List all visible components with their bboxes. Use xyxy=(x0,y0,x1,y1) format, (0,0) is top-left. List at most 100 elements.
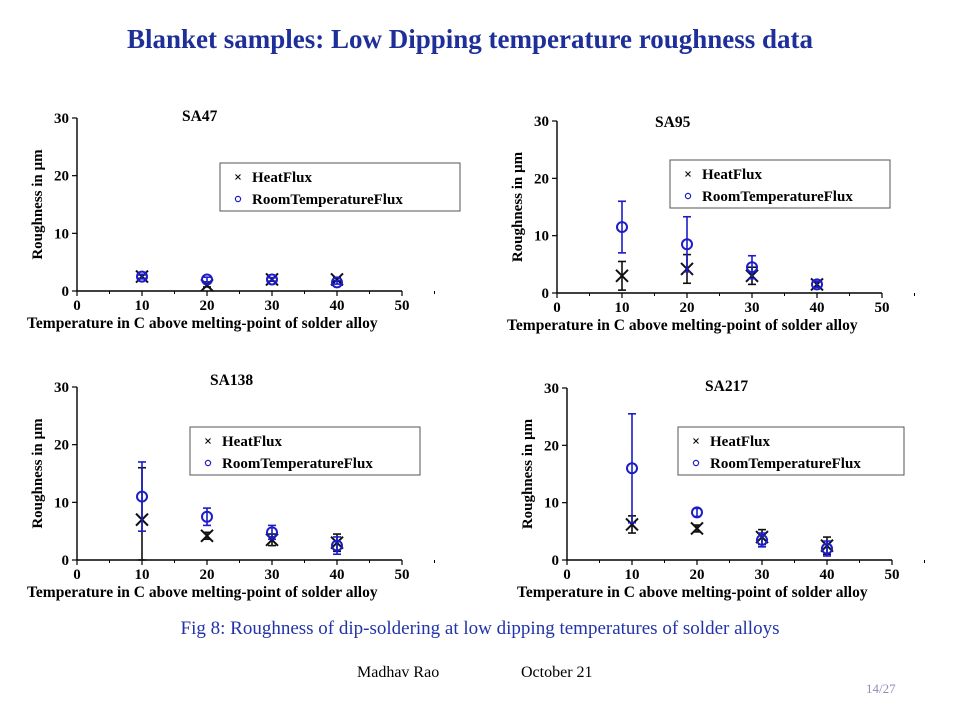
data-point-roomtemperatureflux xyxy=(626,462,638,475)
data-point-roomtemperatureflux xyxy=(331,276,343,289)
x-axis-label: Temperature in C above melting-point of … xyxy=(27,315,378,332)
legend-box xyxy=(219,162,461,212)
data-point-roomtemperatureflux xyxy=(136,270,148,283)
x-tick-label: 50 xyxy=(395,567,410,583)
data-point-roomtemperatureflux xyxy=(136,490,148,503)
x-tick-label: 30 xyxy=(745,300,760,316)
x-tick-label: 10 xyxy=(135,567,150,583)
data-point-heatflux xyxy=(200,529,214,543)
x-tick-label: 0 xyxy=(563,567,571,583)
data-point-roomtemperatureflux xyxy=(756,533,768,546)
data-point-roomtemperatureflux xyxy=(266,273,278,286)
chart-title: SA138 xyxy=(210,372,253,389)
x-tick-label: 10 xyxy=(135,298,150,314)
y-tick-label: 0 xyxy=(542,286,550,302)
data-point-roomtemperatureflux xyxy=(331,539,343,552)
legend-box xyxy=(677,426,905,476)
x-tick-label: 20 xyxy=(690,567,705,583)
data-point-roomtemperatureflux xyxy=(691,506,703,519)
legend-label: RoomTemperatureFlux xyxy=(222,456,373,472)
y-tick-label: 0 xyxy=(552,553,560,569)
legend-marker-roomtemperatureflux xyxy=(692,459,700,467)
y-tick-label: 30 xyxy=(534,114,549,130)
legend-label: HeatFlux xyxy=(222,434,282,450)
x-tick-label: 40 xyxy=(330,567,345,583)
x-axis-label: Temperature in C above melting-point of … xyxy=(507,317,858,334)
x-tick-label: 50 xyxy=(885,567,900,583)
x-tick-label: 20 xyxy=(200,567,215,583)
data-point-heatflux xyxy=(615,269,629,283)
x-tick-label: 10 xyxy=(625,567,640,583)
x-tick-label: 40 xyxy=(810,300,825,316)
legend-marker-roomtemperatureflux xyxy=(684,192,692,200)
x-tick-label: 0 xyxy=(553,300,561,316)
y-tick-label: 20 xyxy=(544,438,559,454)
data-point-roomtemperatureflux xyxy=(201,273,213,286)
legend-label: HeatFlux xyxy=(710,434,770,450)
slide-title: Blanket samples: Low Dipping temperature… xyxy=(126,24,814,54)
x-tick-label: 30 xyxy=(265,567,280,583)
legend-marker-heatflux xyxy=(205,438,211,444)
data-point-roomtemperatureflux xyxy=(616,221,628,234)
chart-title: SA47 xyxy=(182,108,218,125)
legend-marker-heatflux xyxy=(235,174,241,180)
x-tick-label: 50 xyxy=(395,298,410,314)
legend-label: RoomTemperatureFlux xyxy=(252,192,403,208)
legend-marker-roomtemperatureflux xyxy=(204,459,212,467)
y-axis-label: Roughness in µm xyxy=(30,418,46,529)
x-tick-label: 30 xyxy=(265,298,280,314)
legend-marker-roomtemperatureflux xyxy=(234,195,242,203)
data-point-roomtemperatureflux xyxy=(201,510,213,523)
x-tick-label: 0 xyxy=(73,567,81,583)
data-point-roomtemperatureflux xyxy=(681,238,693,251)
y-tick-label: 0 xyxy=(62,284,70,300)
legend-marker-heatflux xyxy=(685,171,691,177)
x-tick-label: 10 xyxy=(615,300,630,316)
x-tick-label: 50 xyxy=(875,300,890,316)
x-tick-label: 20 xyxy=(680,300,695,316)
page-number: 14/27 xyxy=(866,681,896,696)
chart-title: SA217 xyxy=(705,378,748,395)
x-tick-label: 0 xyxy=(73,298,81,314)
y-tick-label: 10 xyxy=(544,496,559,512)
x-tick-label: 20 xyxy=(200,298,215,314)
legend-box xyxy=(189,426,421,476)
data-point-roomtemperatureflux xyxy=(746,261,758,274)
legend-label: HeatFlux xyxy=(252,170,312,186)
data-point-roomtemperatureflux xyxy=(811,278,823,291)
legend-label: RoomTemperatureFlux xyxy=(702,189,853,205)
figure-caption: Fig 8: Roughness of dip-soldering at low… xyxy=(180,618,780,639)
data-point-heatflux xyxy=(690,521,704,536)
legend-marker-heatflux xyxy=(693,438,699,444)
data-point-roomtemperatureflux xyxy=(821,542,833,555)
x-tick-label: 30 xyxy=(755,567,770,583)
footer-author: Madhav Rao xyxy=(357,664,440,681)
data-point-roomtemperatureflux xyxy=(266,526,278,539)
y-tick-label: 10 xyxy=(54,495,69,511)
y-tick-label: 10 xyxy=(54,226,69,242)
legend-label: RoomTemperatureFlux xyxy=(710,456,861,472)
legend-box xyxy=(669,159,891,209)
y-tick-label: 0 xyxy=(62,553,70,569)
y-tick-label: 10 xyxy=(534,229,549,245)
data-point-heatflux xyxy=(625,517,639,532)
y-axis-label: Roughness in µm xyxy=(510,151,526,262)
legend-label: HeatFlux xyxy=(702,167,762,183)
y-tick-label: 30 xyxy=(54,380,69,396)
y-axis-label: Roughness in µm xyxy=(30,149,46,260)
y-tick-label: 30 xyxy=(54,111,69,127)
x-axis-label: Temperature in C above melting-point of … xyxy=(27,584,378,601)
chart-title: SA95 xyxy=(655,114,691,131)
x-axis-label: Temperature in C above melting-point of … xyxy=(517,584,868,601)
y-axis-label: Roughness in µm xyxy=(520,418,536,529)
y-tick-label: 20 xyxy=(54,438,69,454)
y-tick-label: 30 xyxy=(544,381,559,397)
y-tick-label: 20 xyxy=(534,171,549,187)
x-tick-label: 40 xyxy=(330,298,345,314)
footer-date: October 21 xyxy=(521,664,593,681)
x-tick-label: 40 xyxy=(820,567,835,583)
